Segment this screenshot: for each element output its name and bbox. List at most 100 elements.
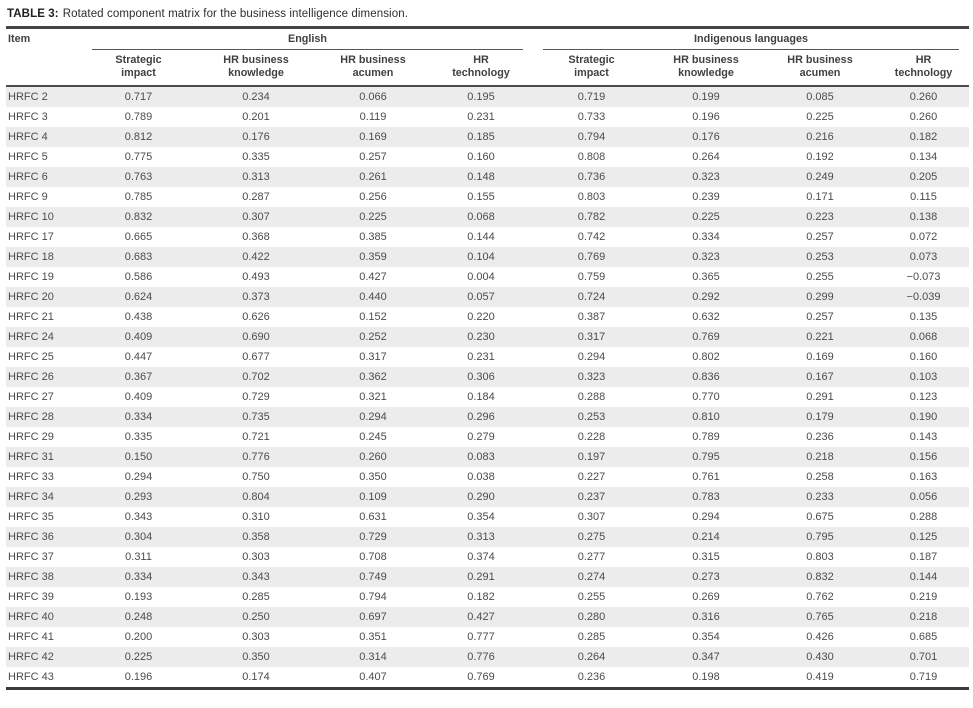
cell-value: 0.735 [242, 411, 270, 423]
cell-value: 0.624 [124, 291, 153, 303]
cell-value: 0.407 [359, 671, 387, 683]
row-item-label: HRFC 5 [8, 151, 48, 163]
row-item-label: HRFC 20 [8, 291, 54, 303]
cell-value: 0.227 [577, 471, 606, 483]
cell-value: 0.257 [806, 231, 834, 243]
cell-value: 0.197 [577, 451, 606, 463]
cell-value: 0.038 [467, 471, 495, 483]
cell-value: 0.409 [124, 331, 153, 343]
row-item-label: HRFC 31 [8, 451, 54, 463]
cell-value: 0.803 [577, 191, 606, 203]
cell-value: 0.253 [577, 411, 606, 423]
cell-value: 0.762 [806, 591, 834, 603]
cell-value: 0.294 [577, 351, 606, 363]
cell-value: 0.187 [909, 551, 938, 563]
cell-value: 0.315 [692, 551, 720, 563]
cell-value: 0.169 [359, 131, 387, 143]
cell-value: 0.255 [806, 271, 834, 283]
cell-value: 0.152 [359, 311, 387, 323]
row-item-label: HRFC 38 [8, 571, 54, 583]
column-header: HR technology [878, 50, 970, 87]
cell-value: 0.250 [242, 611, 270, 623]
cell-value: 0.343 [124, 511, 153, 523]
row-item-label: HRFC 27 [8, 391, 54, 403]
table-row: HRFC 43 0.196 0.174 0.407 0.769 0.236 0.198 0.4… [6, 667, 969, 689]
cell-value: 0.719 [577, 91, 606, 103]
cell-value: 0.802 [692, 351, 720, 363]
row-item-label: HRFC 33 [8, 471, 54, 483]
cell-value: 0.292 [692, 291, 720, 303]
cell-value: 0.216 [806, 131, 834, 143]
cell-value: 0.385 [359, 231, 387, 243]
rotated-component-matrix-table: Item English Indigenous languages Strate… [6, 26, 970, 690]
row-item-label: HRFC 18 [8, 251, 54, 263]
table-row: HRFC 35 0.343 0.310 0.631 0.354 0.307 0.294 0.6… [6, 507, 969, 527]
cell-value: 0.219 [909, 591, 938, 603]
cell-value: 0.736 [577, 171, 606, 183]
row-item-label: HRFC 37 [8, 551, 54, 563]
row-item-label: HRFC 34 [8, 491, 54, 503]
table-row: HRFC 18 0.683 0.422 0.359 0.104 0.769 0.323 0.2… [6, 247, 970, 267]
cell-value: 0.765 [806, 611, 834, 623]
cell-value: 0.230 [467, 331, 495, 343]
table-row: HRFC 24 0.409 0.690 0.252 0.230 0.317 0.769 0.2… [6, 327, 970, 347]
cell-value: 0.279 [467, 431, 495, 443]
cell-value: 0.313 [242, 171, 270, 183]
cell-value: 0.182 [467, 591, 495, 603]
cell-value: 0.083 [467, 451, 495, 463]
table-row: HRFC 42 0.225 0.350 0.314 0.776 0.264 0.347 0.4… [6, 647, 970, 667]
cell-value: 0.354 [467, 511, 495, 523]
cell-value: 0.239 [692, 191, 720, 203]
cell-value: 0.775 [124, 151, 153, 163]
row-item-label: HRFC 4 [8, 131, 48, 143]
cell-value: 0.359 [359, 251, 387, 263]
table-row: HRFC 27 0.409 0.729 0.321 0.184 0.288 0.770 0.2… [6, 387, 969, 407]
cell-value: 0.358 [242, 531, 270, 543]
cell-value: 0.249 [806, 171, 834, 183]
cell-value: 0.182 [909, 131, 938, 143]
cell-value: 0.354 [692, 631, 720, 643]
cell-value: 0.179 [806, 411, 834, 423]
cell-value: 0.056 [909, 491, 938, 503]
table-row: HRFC 19 0.586 0.493 0.427 0.004 0.759 0.365 0.2… [6, 267, 969, 287]
cell-value: 0.277 [577, 551, 606, 563]
cell-value: 0.303 [242, 631, 270, 643]
cell-value: 0.632 [692, 311, 720, 323]
cell-value: 0.109 [359, 491, 387, 503]
cell-value: 0.231 [467, 111, 495, 123]
cell-value: 0.362 [359, 371, 387, 383]
cell-value: 0.759 [577, 271, 606, 283]
cell-value: 0.803 [806, 551, 834, 563]
cell-value: 0.761 [692, 471, 720, 483]
cell-value: 0.123 [909, 391, 938, 403]
cell-value: 0.288 [577, 391, 606, 403]
cell-value: 0.427 [359, 271, 387, 283]
column-header: Strategic impact [82, 50, 195, 87]
cell-value: 0.104 [467, 251, 495, 263]
table-row: HRFC 3 0.789 0.201 0.119 0.231 0.733 0.196 0.22… [6, 107, 969, 127]
cell-value: 0.794 [359, 591, 387, 603]
row-item-label: HRFC 9 [8, 191, 48, 203]
row-item-label: HRFC 25 [8, 351, 54, 363]
table-row: HRFC 29 0.335 0.721 0.245 0.279 0.228 0.789 0.2… [6, 427, 969, 447]
cell-value: 0.334 [692, 231, 720, 243]
table-row: HRFC 39 0.193 0.285 0.794 0.182 0.255 0.269 0.7… [6, 587, 969, 607]
cell-value: 0.776 [242, 451, 270, 463]
cell-value: 0.749 [359, 571, 387, 583]
cell-value: 0.225 [692, 211, 720, 223]
cell-value: 0.085 [806, 91, 834, 103]
table-row: HRFC 6 0.763 0.313 0.261 0.148 0.736 0.323 0.24… [6, 167, 970, 187]
cell-value: 0.493 [242, 271, 270, 283]
cell-value: 0.223 [806, 211, 834, 223]
cell-value: 0.307 [242, 211, 270, 223]
table-row: HRFC 5 0.775 0.335 0.257 0.160 0.808 0.264 0.19… [6, 147, 969, 167]
cell-value: 0.690 [242, 331, 270, 343]
table-row: HRFC 34 0.293 0.804 0.109 0.290 0.237 0.783 0.2… [6, 487, 970, 507]
row-item-label: HRFC 19 [8, 271, 54, 283]
column-header: HR business knowledge [650, 50, 762, 87]
cell-value: 0.196 [124, 671, 153, 683]
cell-value: 0.438 [124, 311, 153, 323]
cell-value: 0.721 [242, 431, 270, 443]
cell-value: 0.368 [242, 231, 270, 243]
